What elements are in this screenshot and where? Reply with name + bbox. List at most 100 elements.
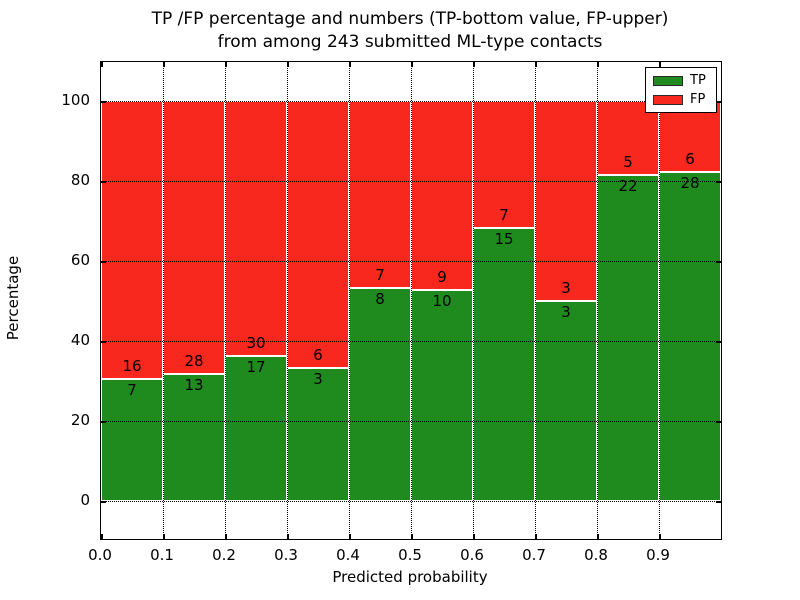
v-gridline <box>659 62 660 539</box>
x-tick-label: 0.2 <box>212 546 236 564</box>
v-gridline <box>535 62 536 539</box>
tp-bar-segment <box>101 379 163 501</box>
x-tick <box>411 534 413 539</box>
v-gridline <box>163 62 164 539</box>
fp-bar-segment <box>411 101 473 291</box>
x-tick <box>225 62 227 67</box>
y-tick-label: 0 <box>80 491 90 509</box>
v-gridline <box>349 62 350 539</box>
v-gridline <box>597 62 598 539</box>
y-tick <box>101 261 106 263</box>
x-tick <box>287 534 289 539</box>
tp-legend-label: TP <box>690 72 706 88</box>
x-axis-label: Predicted probability <box>332 568 488 586</box>
y-tick <box>101 341 106 343</box>
y-tick-label: 80 <box>70 171 90 189</box>
plot-area: TP FP 16 7 28 13 30 17 6 3 7 8 9 10 7 15 3 3 5 22 6 28 <box>100 61 722 540</box>
v-gridline <box>473 62 474 539</box>
x-tick <box>101 62 103 67</box>
x-tick-label: 0.7 <box>522 546 546 564</box>
fp-count-label: 6 <box>685 149 695 168</box>
tp-count-label: 3 <box>561 303 571 321</box>
y-tick <box>101 101 106 103</box>
x-tick-label: 0.3 <box>274 546 298 564</box>
fp-bar-segment <box>287 101 349 368</box>
x-tick-label: 0.4 <box>336 546 360 564</box>
tp-count-label: 3 <box>313 369 323 388</box>
x-tick <box>349 534 351 539</box>
y-tick-label: 100 <box>61 91 90 109</box>
fp-bar-segment <box>473 101 535 229</box>
fp-count-label: 6 <box>313 345 323 364</box>
tp-count-label: 17 <box>246 358 266 377</box>
x-tick <box>597 534 599 539</box>
y-tick <box>101 181 106 183</box>
tp-bar-segment <box>659 171 721 501</box>
fp-count-label: 28 <box>184 352 204 371</box>
tp-count-label: 13 <box>184 376 204 395</box>
tp-count-label: 10 <box>432 292 452 311</box>
tp-bar-segment <box>597 175 659 501</box>
fp-count-label: 9 <box>437 268 447 287</box>
legend: TP FP <box>645 67 717 113</box>
v-gridline <box>225 62 226 539</box>
x-tick-label: 0.9 <box>646 546 670 564</box>
tp-count-label: 15 <box>494 230 514 249</box>
x-tick-label: 0.5 <box>398 546 422 564</box>
x-tick-label: 0.6 <box>460 546 484 564</box>
x-tick <box>163 62 165 67</box>
fp-bar-segment <box>349 101 411 288</box>
x-tick <box>287 62 289 67</box>
fp-count-label: 16 <box>122 357 142 376</box>
fp-bar-segment <box>225 101 287 357</box>
y-axis-label: Percentage <box>4 255 22 341</box>
tp-bar-segment <box>225 356 287 501</box>
x-tick <box>473 62 475 67</box>
y-tick-label: 20 <box>70 411 90 429</box>
fp-count-label: 7 <box>499 206 509 225</box>
tp-bar-segment <box>411 290 473 501</box>
fp-count-label: 5 <box>623 153 633 172</box>
x-tick-label: 0.1 <box>150 546 174 564</box>
y-tick <box>716 261 721 263</box>
y-tick-label: 60 <box>70 251 90 269</box>
fp-count-label: 7 <box>375 265 385 284</box>
y-tick <box>716 341 721 343</box>
legend-row-tp: TP <box>646 72 716 88</box>
x-tick <box>659 534 661 539</box>
x-tick <box>411 62 413 67</box>
fp-bar-segment <box>535 101 597 301</box>
y-tick <box>716 101 721 103</box>
x-tick-label: 0.0 <box>88 546 112 564</box>
fp-bar-segment <box>101 101 163 380</box>
tp-count-label: 22 <box>618 177 638 196</box>
x-tick <box>225 534 227 539</box>
tp-bar-segment <box>535 301 597 501</box>
y-tick <box>716 181 721 183</box>
y-tick <box>716 421 721 423</box>
tp-bar-segment <box>473 228 535 501</box>
tp-legend-swatch-icon <box>653 75 683 86</box>
tp-bar-segment <box>349 287 411 501</box>
fp-count-label: 30 <box>246 334 266 353</box>
tp-count-label: 28 <box>680 173 700 192</box>
x-tick <box>535 534 537 539</box>
x-tick <box>349 62 351 67</box>
x-tick <box>163 534 165 539</box>
fp-count-label: 3 <box>561 279 571 297</box>
fp-legend-label: FP <box>690 91 706 107</box>
x-tick <box>535 62 537 67</box>
x-tick <box>101 534 103 539</box>
x-tick-label: 0.8 <box>584 546 608 564</box>
fp-bar-segment <box>163 101 225 375</box>
y-tick <box>101 501 106 503</box>
x-tick <box>659 62 661 67</box>
x-tick <box>473 534 475 539</box>
fp-legend-swatch-icon <box>653 94 683 105</box>
chart-title-line-2: from among 243 submitted ML-type contact… <box>217 32 603 52</box>
x-tick <box>597 62 599 67</box>
tp-bar-segment <box>163 374 225 501</box>
chart-title-line-1: TP /FP percentage and numbers (TP-bottom… <box>151 9 669 29</box>
y-tick <box>716 501 721 503</box>
legend-row-fp: FP <box>646 91 716 107</box>
